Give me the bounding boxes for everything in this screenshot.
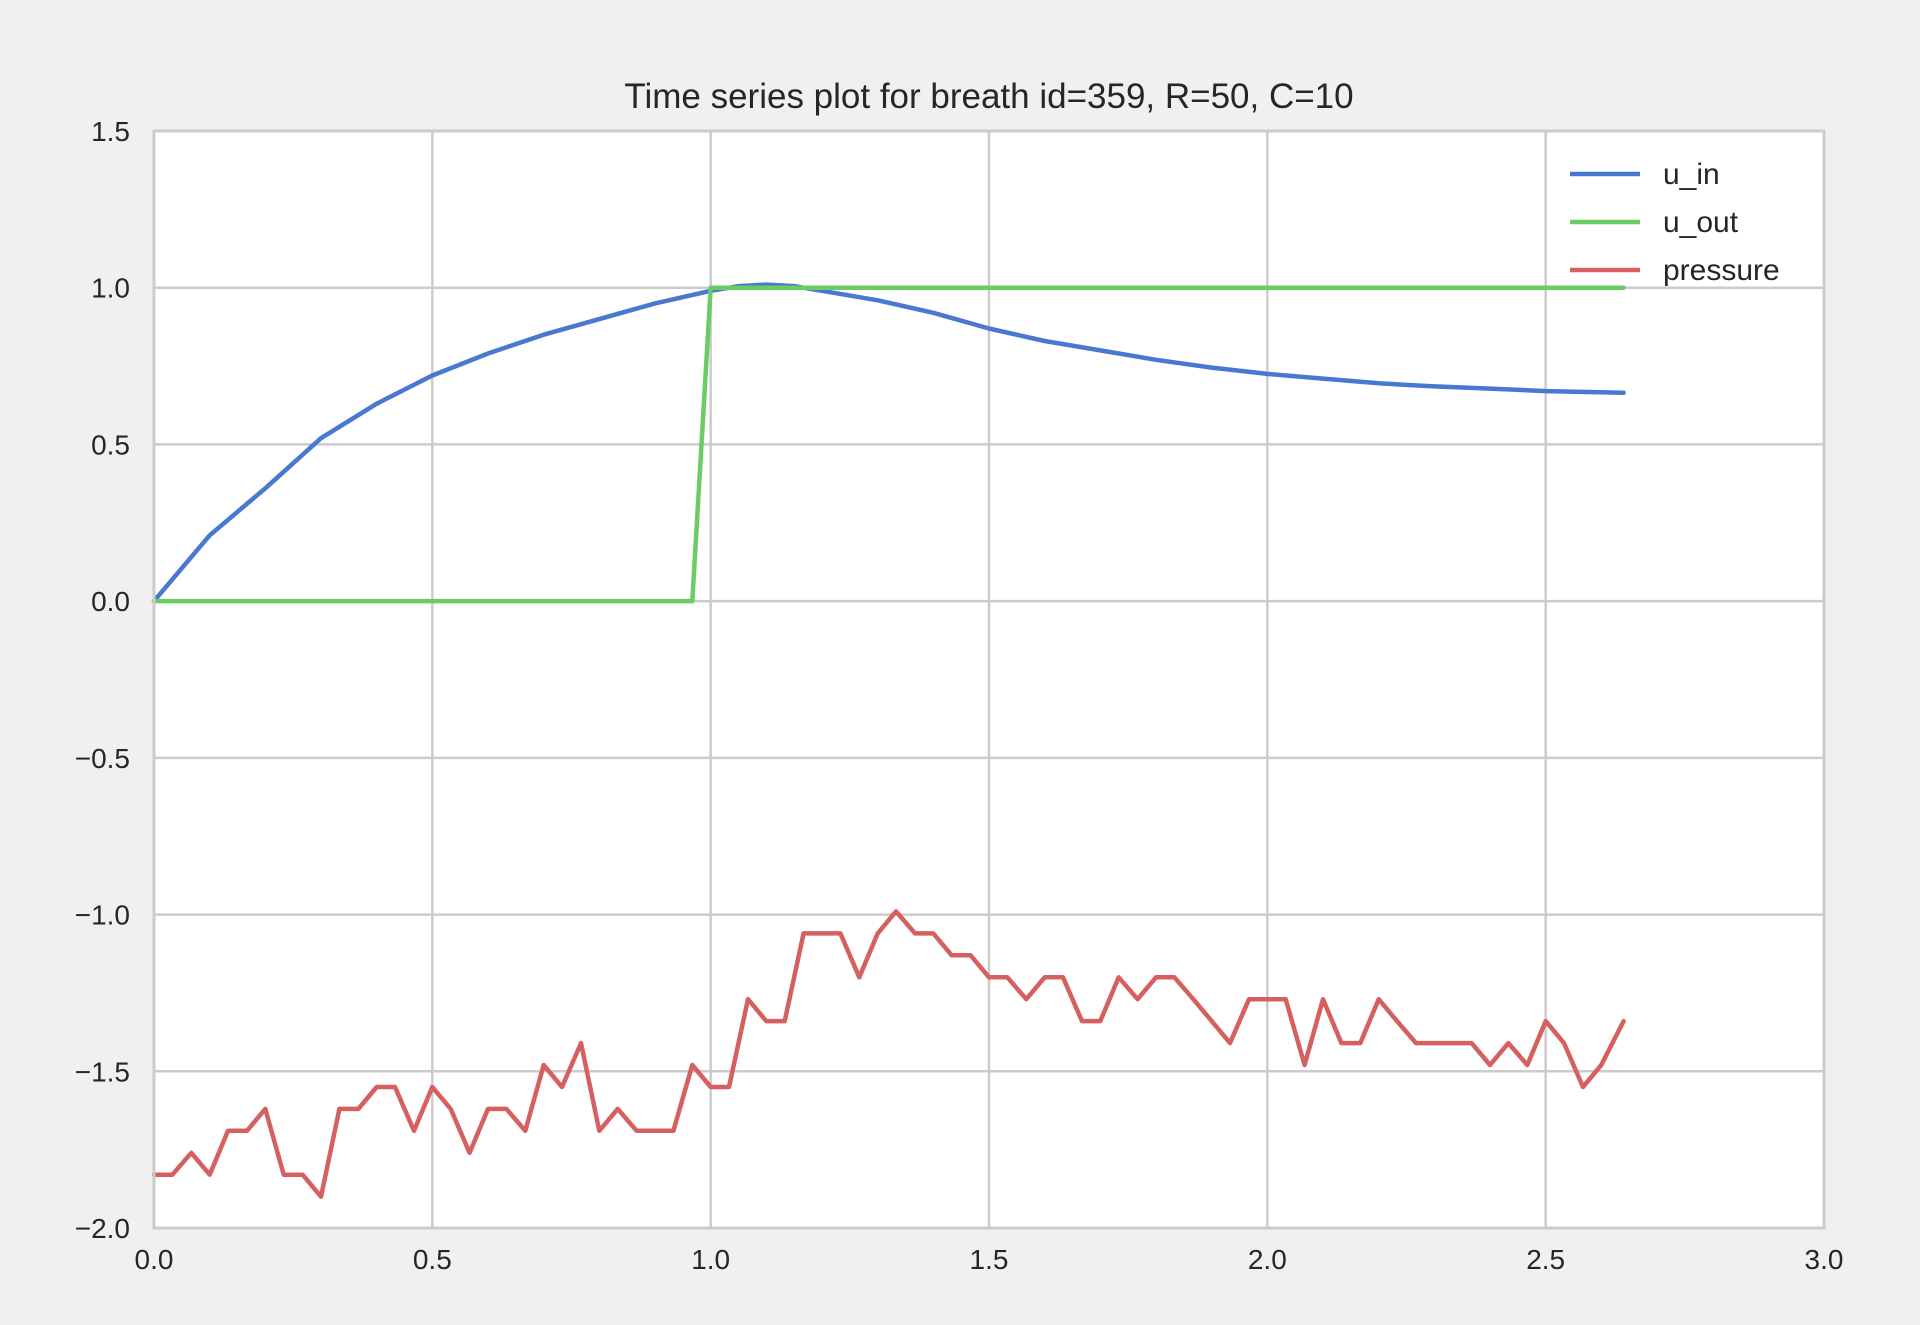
y-tick-label: −2.0: [75, 1213, 130, 1244]
x-tick-label: 1.0: [691, 1244, 730, 1275]
y-axis-ticks: 1.5 1.0 0.5 0.0 −0.5 −1.0 −1.5 −2.0: [75, 116, 130, 1244]
y-tick-label: 0.0: [91, 586, 130, 617]
legend-label: u_out: [1663, 206, 1739, 239]
legend: u_in u_out pressure: [1570, 158, 1780, 287]
series-line-pressure: [151, 909, 1626, 1199]
y-tick-label: 1.5: [91, 116, 130, 147]
legend-label: u_in: [1663, 158, 1720, 191]
series-line-u-in: [151, 282, 1626, 604]
y-tick-label: −0.5: [75, 743, 130, 774]
y-tick-label: −1.5: [75, 1056, 130, 1087]
x-tick-label: 0.5: [413, 1244, 452, 1275]
plot-frame: [152, 129, 1826, 1230]
x-tick-label: 0.0: [135, 1244, 174, 1275]
series-lines: [151, 282, 1626, 1199]
chart-title: Time series plot for breath id=359, R=50…: [624, 77, 1353, 116]
y-tick-label: 1.0: [91, 273, 130, 304]
x-axis-ticks: 0.0 0.5 1.0 1.5 2.0 2.5 3.0: [135, 1244, 1844, 1275]
legend-label: pressure: [1663, 254, 1780, 287]
y-tick-label: 0.5: [91, 429, 130, 460]
x-tick-label: 2.0: [1248, 1244, 1287, 1275]
x-tick-label: 2.5: [1526, 1244, 1565, 1275]
series-line-u-out: [151, 285, 1626, 604]
x-tick-label: 3.0: [1805, 1244, 1844, 1275]
y-tick-label: −1.0: [75, 900, 130, 931]
x-tick-label: 1.5: [970, 1244, 1009, 1275]
